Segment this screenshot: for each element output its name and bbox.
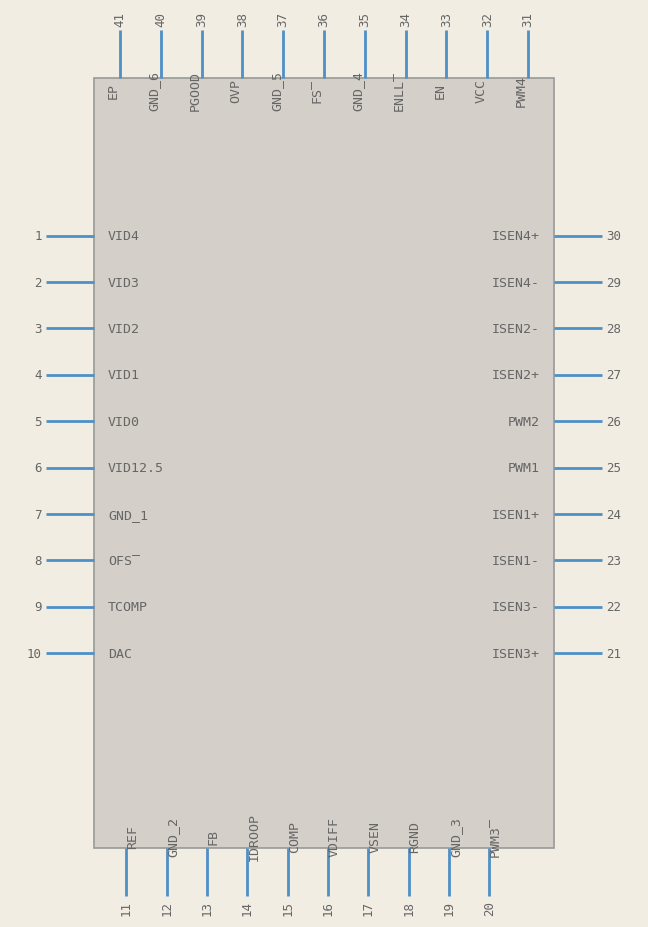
Text: GND_5: GND_5 bbox=[270, 70, 283, 110]
Text: 36: 36 bbox=[318, 12, 330, 27]
Text: ISEN3-: ISEN3- bbox=[492, 601, 540, 614]
Text: 38: 38 bbox=[236, 12, 249, 27]
Text: EP: EP bbox=[107, 83, 120, 99]
Text: ISEN1-: ISEN1- bbox=[492, 554, 540, 567]
Text: ISEN4+: ISEN4+ bbox=[492, 230, 540, 243]
Text: 22: 22 bbox=[607, 601, 621, 614]
Text: 41: 41 bbox=[113, 12, 126, 27]
Text: REF: REF bbox=[126, 824, 139, 848]
Text: VDIFF: VDIFF bbox=[328, 817, 341, 857]
Text: 21: 21 bbox=[607, 647, 621, 660]
Text: 33: 33 bbox=[440, 12, 453, 27]
Text: PWM4: PWM4 bbox=[515, 75, 528, 107]
Text: ISEN4-: ISEN4- bbox=[492, 276, 540, 289]
Text: 18: 18 bbox=[402, 900, 415, 915]
Text: DAC: DAC bbox=[108, 647, 132, 660]
Text: 37: 37 bbox=[277, 12, 290, 27]
Text: VID0: VID0 bbox=[108, 415, 140, 428]
Text: VID12.5: VID12.5 bbox=[108, 462, 164, 475]
Text: VCC: VCC bbox=[474, 79, 487, 103]
Text: 16: 16 bbox=[321, 900, 334, 915]
Text: PWM3̅: PWM3̅ bbox=[489, 817, 502, 857]
Text: 34: 34 bbox=[399, 12, 412, 27]
Text: 39: 39 bbox=[195, 12, 208, 27]
Text: 7: 7 bbox=[34, 508, 41, 521]
Text: 6: 6 bbox=[34, 462, 41, 475]
Text: 19: 19 bbox=[443, 900, 456, 915]
Text: 24: 24 bbox=[607, 508, 621, 521]
Text: RGND: RGND bbox=[409, 820, 422, 852]
Text: PGOOD: PGOOD bbox=[189, 70, 202, 110]
Text: ENLL̅: ENLL̅ bbox=[393, 70, 406, 110]
Text: OFS̅: OFS̅ bbox=[108, 554, 140, 567]
Text: 26: 26 bbox=[607, 415, 621, 428]
Text: ISEN3+: ISEN3+ bbox=[492, 647, 540, 660]
Text: OVP: OVP bbox=[229, 79, 242, 103]
Text: EN: EN bbox=[434, 83, 446, 99]
Text: 29: 29 bbox=[607, 276, 621, 289]
Text: 10: 10 bbox=[27, 647, 41, 660]
Text: 40: 40 bbox=[154, 12, 167, 27]
Text: VSEN: VSEN bbox=[368, 820, 381, 852]
Text: 3: 3 bbox=[34, 323, 41, 336]
Text: 27: 27 bbox=[607, 369, 621, 382]
Text: PWM2: PWM2 bbox=[508, 415, 540, 428]
Text: TCOMP: TCOMP bbox=[108, 601, 148, 614]
Text: ISEN1+: ISEN1+ bbox=[492, 508, 540, 521]
Text: VID3: VID3 bbox=[108, 276, 140, 289]
Text: VID2: VID2 bbox=[108, 323, 140, 336]
Text: 35: 35 bbox=[358, 12, 371, 27]
Text: VID4: VID4 bbox=[108, 230, 140, 243]
Text: 1: 1 bbox=[34, 230, 41, 243]
Text: 31: 31 bbox=[522, 12, 535, 27]
Text: 13: 13 bbox=[200, 900, 213, 915]
Text: ISEN2-: ISEN2- bbox=[492, 323, 540, 336]
Text: 23: 23 bbox=[607, 554, 621, 567]
Text: GND_1: GND_1 bbox=[108, 508, 148, 521]
Text: 30: 30 bbox=[607, 230, 621, 243]
Text: FS̅: FS̅ bbox=[311, 79, 324, 103]
Text: 28: 28 bbox=[607, 323, 621, 336]
Text: VID1: VID1 bbox=[108, 369, 140, 382]
Text: COMP: COMP bbox=[288, 820, 301, 852]
Text: IDROOP: IDROOP bbox=[248, 812, 260, 860]
Text: 32: 32 bbox=[481, 12, 494, 27]
Text: FB: FB bbox=[207, 828, 220, 844]
Text: GND_3: GND_3 bbox=[449, 817, 462, 857]
Text: PWM1: PWM1 bbox=[508, 462, 540, 475]
Text: GND_2: GND_2 bbox=[167, 817, 179, 857]
Text: 12: 12 bbox=[160, 900, 173, 915]
Text: 20: 20 bbox=[483, 900, 496, 915]
Text: 25: 25 bbox=[607, 462, 621, 475]
Bar bbox=[94, 79, 554, 848]
Text: 5: 5 bbox=[34, 415, 41, 428]
Text: 8: 8 bbox=[34, 554, 41, 567]
Text: 15: 15 bbox=[281, 900, 294, 915]
Text: GND_4: GND_4 bbox=[352, 70, 365, 110]
Text: ISEN2+: ISEN2+ bbox=[492, 369, 540, 382]
Text: 9: 9 bbox=[34, 601, 41, 614]
Text: 11: 11 bbox=[120, 900, 133, 915]
Text: GND_6: GND_6 bbox=[148, 70, 161, 110]
Text: 2: 2 bbox=[34, 276, 41, 289]
Text: 14: 14 bbox=[241, 900, 254, 915]
Text: 17: 17 bbox=[362, 900, 375, 915]
Text: 4: 4 bbox=[34, 369, 41, 382]
